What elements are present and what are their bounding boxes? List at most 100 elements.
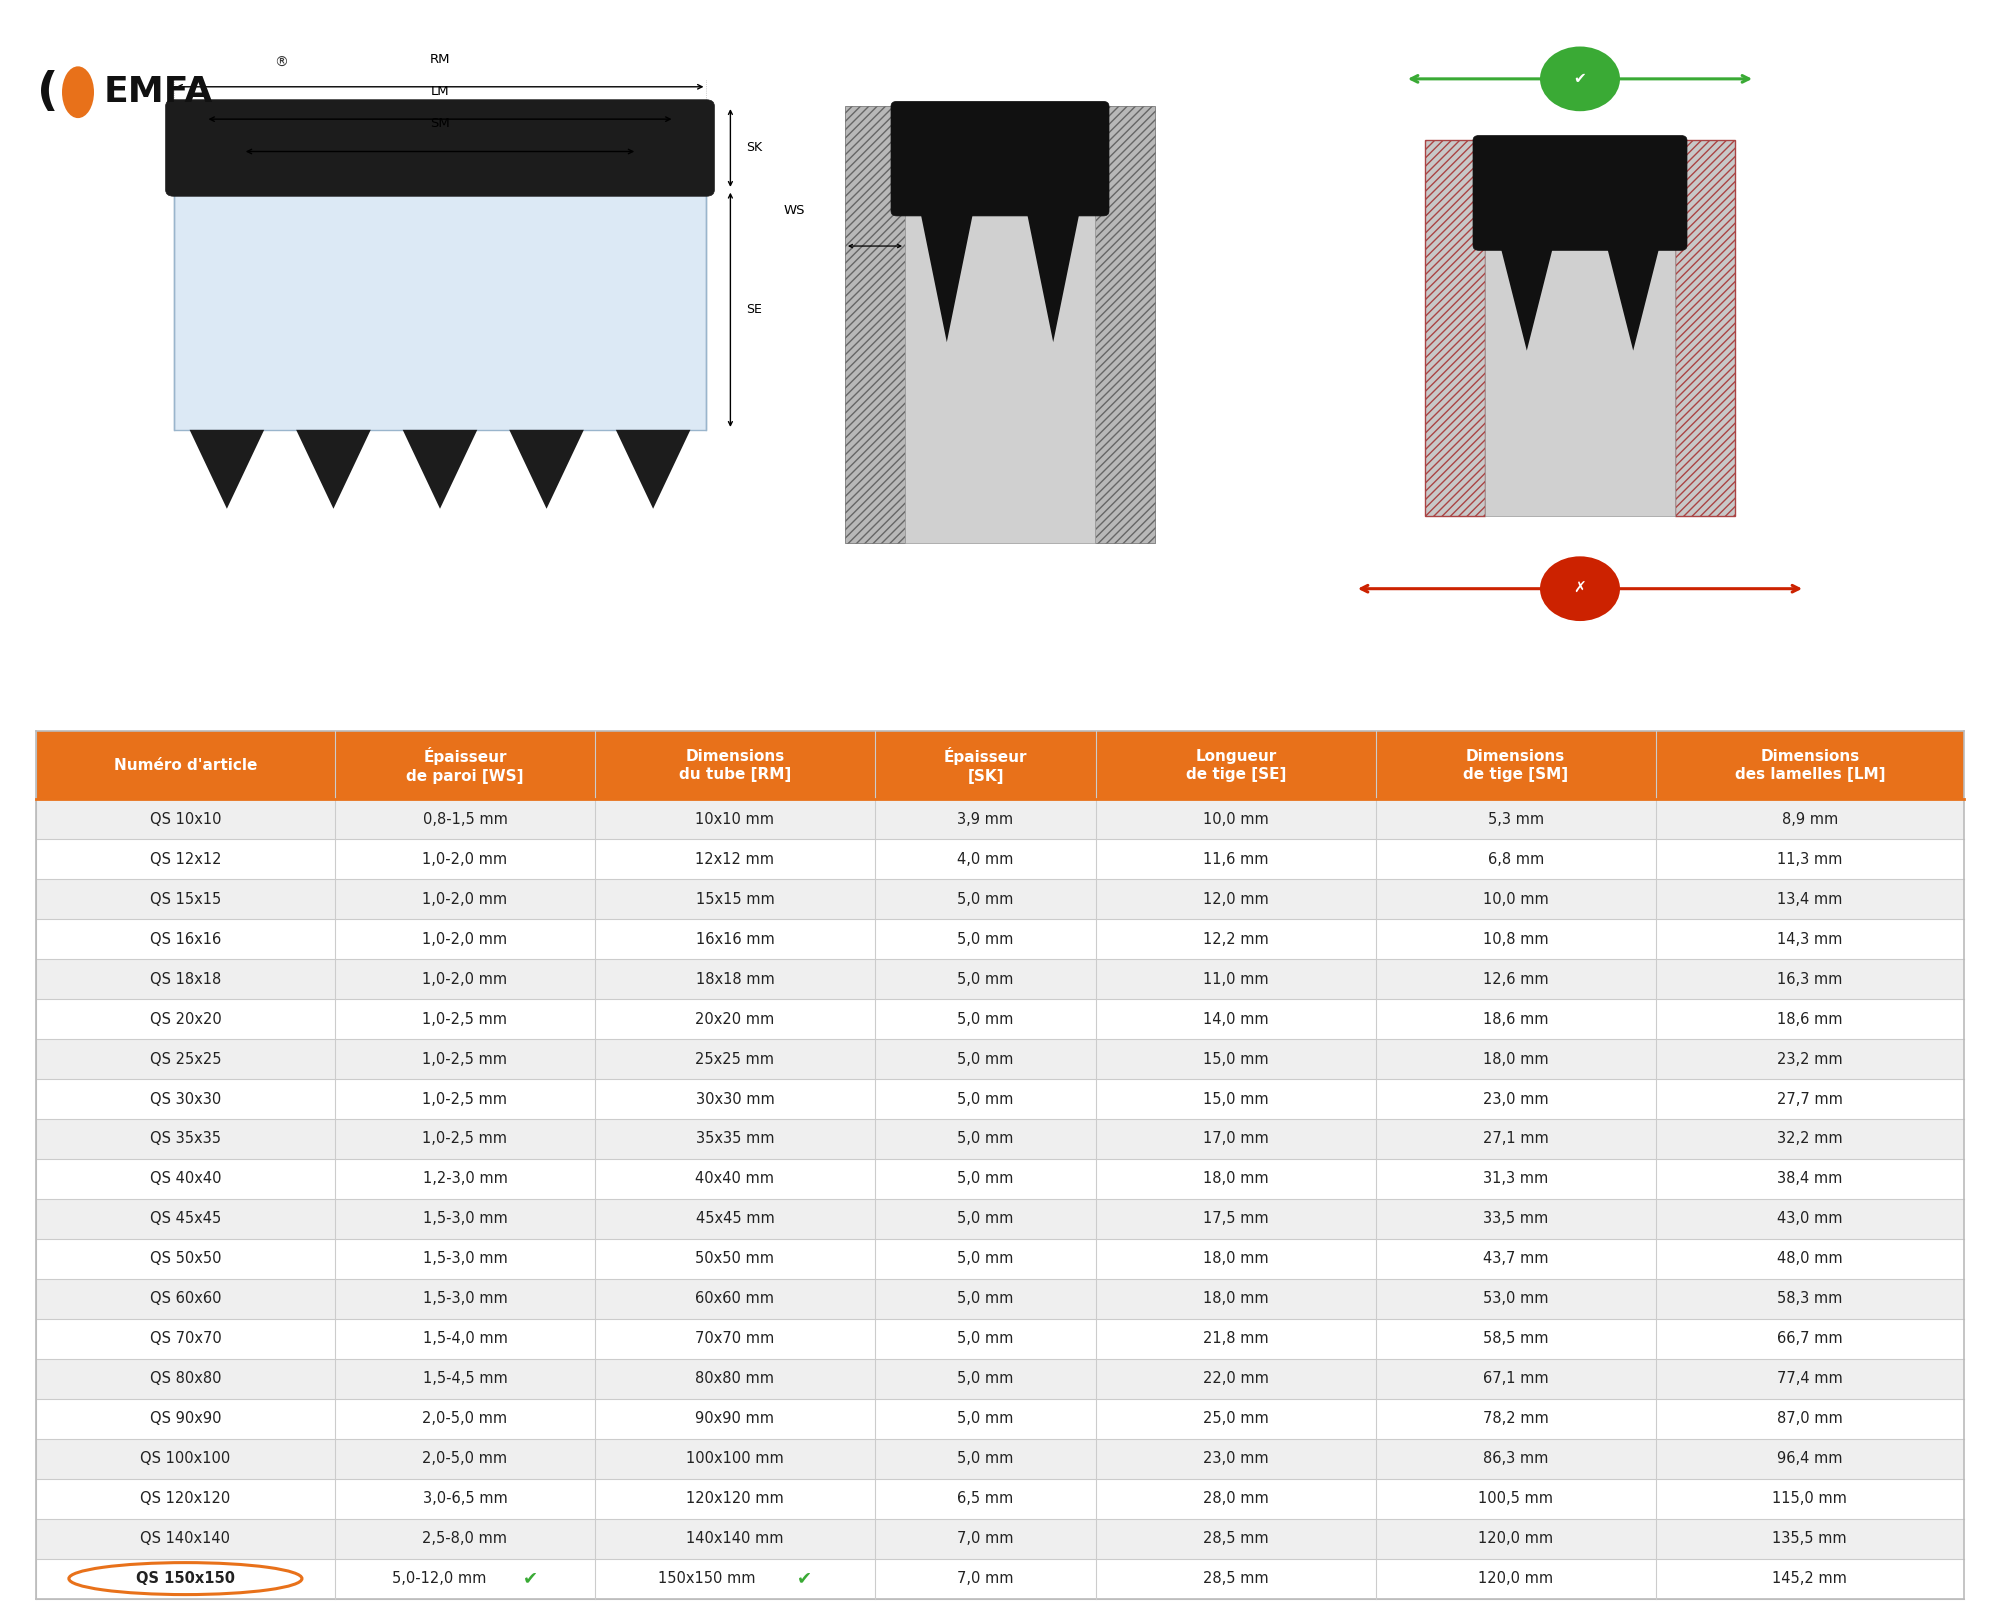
- Bar: [36, 799, 1964, 840]
- Text: 1,5-4,5 mm: 1,5-4,5 mm: [422, 1372, 508, 1387]
- Bar: [904, 107, 1096, 544]
- Text: 135,5 mm: 135,5 mm: [1772, 1531, 1848, 1547]
- Bar: [844, 107, 904, 544]
- Text: 23,0 mm: 23,0 mm: [1482, 1092, 1548, 1107]
- Text: 5,0 mm: 5,0 mm: [958, 972, 1014, 987]
- Text: QS 30x30: QS 30x30: [150, 1092, 222, 1107]
- Text: 1,2-3,0 mm: 1,2-3,0 mm: [422, 1171, 508, 1186]
- Text: 5,0 mm: 5,0 mm: [958, 1092, 1014, 1107]
- Text: 5,0 mm: 5,0 mm: [958, 1332, 1014, 1346]
- Text: QS 16x16: QS 16x16: [150, 932, 222, 947]
- Text: 1,0-2,5 mm: 1,0-2,5 mm: [422, 1052, 508, 1066]
- Text: 20x20 mm: 20x20 mm: [696, 1011, 774, 1026]
- Text: 17,5 mm: 17,5 mm: [1204, 1212, 1268, 1226]
- Bar: [36, 959, 1964, 998]
- Text: 1,0-2,5 mm: 1,0-2,5 mm: [422, 1131, 508, 1147]
- Text: 1,0-2,5 mm: 1,0-2,5 mm: [422, 1092, 508, 1107]
- Text: QS 60x60: QS 60x60: [150, 1291, 222, 1306]
- Text: 5,0 mm: 5,0 mm: [958, 1212, 1014, 1226]
- Ellipse shape: [62, 66, 94, 118]
- Text: QS 18x18: QS 18x18: [150, 972, 222, 987]
- Text: QS 10x10: QS 10x10: [150, 812, 222, 827]
- Text: 12,0 mm: 12,0 mm: [1204, 892, 1270, 906]
- Text: 140x140 mm: 140x140 mm: [686, 1531, 784, 1547]
- Text: 30x30 mm: 30x30 mm: [696, 1092, 774, 1107]
- FancyBboxPatch shape: [892, 102, 1108, 215]
- Text: 18,0 mm: 18,0 mm: [1204, 1291, 1268, 1306]
- Text: 145,2 mm: 145,2 mm: [1772, 1571, 1848, 1586]
- Bar: [36, 1079, 1964, 1120]
- Text: 17,0 mm: 17,0 mm: [1204, 1131, 1270, 1147]
- Text: 2,0-5,0 mm: 2,0-5,0 mm: [422, 1451, 508, 1466]
- Text: 10,8 mm: 10,8 mm: [1482, 932, 1548, 947]
- Text: 87,0 mm: 87,0 mm: [1776, 1411, 1842, 1425]
- Text: QS 120x120: QS 120x120: [140, 1492, 230, 1506]
- Text: 28,5 mm: 28,5 mm: [1204, 1531, 1268, 1547]
- Text: 2,5-8,0 mm: 2,5-8,0 mm: [422, 1531, 508, 1547]
- Text: 120,0 mm: 120,0 mm: [1478, 1571, 1554, 1586]
- Text: QS 100x100: QS 100x100: [140, 1451, 230, 1466]
- Text: 1,5-4,0 mm: 1,5-4,0 mm: [422, 1332, 508, 1346]
- Text: (: (: [38, 70, 58, 115]
- Text: Épaisseur
de paroi [WS]: Épaisseur de paroi [WS]: [406, 748, 524, 783]
- Text: 16x16 mm: 16x16 mm: [696, 932, 774, 947]
- Bar: [36, 879, 1964, 919]
- Text: 5,0 mm: 5,0 mm: [958, 1171, 1014, 1186]
- Bar: [1096, 107, 1156, 544]
- Text: 33,5 mm: 33,5 mm: [1484, 1212, 1548, 1226]
- Text: 4,0 mm: 4,0 mm: [958, 851, 1014, 867]
- Text: 77,4 mm: 77,4 mm: [1776, 1372, 1842, 1387]
- Text: 18,0 mm: 18,0 mm: [1204, 1251, 1268, 1267]
- Text: 27,7 mm: 27,7 mm: [1776, 1092, 1842, 1107]
- Text: 50x50 mm: 50x50 mm: [696, 1251, 774, 1267]
- Text: 13,4 mm: 13,4 mm: [1778, 892, 1842, 906]
- Text: 12,6 mm: 12,6 mm: [1482, 972, 1548, 987]
- Text: 11,3 mm: 11,3 mm: [1778, 851, 1842, 867]
- Text: QS 12x12: QS 12x12: [150, 851, 222, 867]
- Text: 1,5-3,0 mm: 1,5-3,0 mm: [422, 1212, 508, 1226]
- Text: QS 150x150: QS 150x150: [136, 1571, 234, 1586]
- Text: 28,0 mm: 28,0 mm: [1204, 1492, 1270, 1506]
- Text: QS 20x20: QS 20x20: [150, 1011, 222, 1026]
- Text: 22,0 mm: 22,0 mm: [1204, 1372, 1270, 1387]
- Text: 15x15 mm: 15x15 mm: [696, 892, 774, 906]
- Bar: [1676, 141, 1736, 516]
- Text: 120x120 mm: 120x120 mm: [686, 1492, 784, 1506]
- Text: 16,3 mm: 16,3 mm: [1778, 972, 1842, 987]
- Text: 120,0 mm: 120,0 mm: [1478, 1531, 1554, 1547]
- Text: 14,0 mm: 14,0 mm: [1204, 1011, 1268, 1026]
- Polygon shape: [296, 430, 370, 508]
- Text: Dimensions
des lamelles [LM]: Dimensions des lamelles [LM]: [1734, 749, 1886, 781]
- Text: 2,0-5,0 mm: 2,0-5,0 mm: [422, 1411, 508, 1425]
- Text: 3,9 mm: 3,9 mm: [958, 812, 1014, 827]
- Text: 23,0 mm: 23,0 mm: [1204, 1451, 1268, 1466]
- Text: 1,5-3,0 mm: 1,5-3,0 mm: [422, 1291, 508, 1306]
- Text: QS 15x15: QS 15x15: [150, 892, 222, 906]
- Text: 5,0 mm: 5,0 mm: [958, 1451, 1014, 1466]
- Text: Dimensions
du tube [RM]: Dimensions du tube [RM]: [678, 749, 792, 781]
- Text: 5,0 mm: 5,0 mm: [958, 1411, 1014, 1425]
- Text: 115,0 mm: 115,0 mm: [1772, 1492, 1848, 1506]
- Text: 60x60 mm: 60x60 mm: [696, 1291, 774, 1306]
- Circle shape: [1540, 47, 1620, 112]
- Text: 5,0 mm: 5,0 mm: [958, 1011, 1014, 1026]
- Text: 100x100 mm: 100x100 mm: [686, 1451, 784, 1466]
- Text: QS 25x25: QS 25x25: [150, 1052, 222, 1066]
- FancyBboxPatch shape: [1472, 136, 1688, 251]
- Text: ✔: ✔: [522, 1569, 538, 1587]
- Text: 25,0 mm: 25,0 mm: [1204, 1411, 1270, 1425]
- Bar: [36, 1120, 1964, 1158]
- Polygon shape: [920, 210, 974, 341]
- Text: 70x70 mm: 70x70 mm: [696, 1332, 774, 1346]
- Text: QS 70x70: QS 70x70: [150, 1332, 222, 1346]
- Circle shape: [1540, 557, 1620, 621]
- Text: 67,1 mm: 67,1 mm: [1482, 1372, 1548, 1387]
- Text: 18x18 mm: 18x18 mm: [696, 972, 774, 987]
- Bar: [36, 1479, 1964, 1519]
- Polygon shape: [1606, 246, 1660, 351]
- Text: 35x35 mm: 35x35 mm: [696, 1131, 774, 1147]
- Text: 58,5 mm: 58,5 mm: [1482, 1332, 1548, 1346]
- Text: 12x12 mm: 12x12 mm: [696, 851, 774, 867]
- Text: QS 45x45: QS 45x45: [150, 1212, 222, 1226]
- Text: 90x90 mm: 90x90 mm: [696, 1411, 774, 1425]
